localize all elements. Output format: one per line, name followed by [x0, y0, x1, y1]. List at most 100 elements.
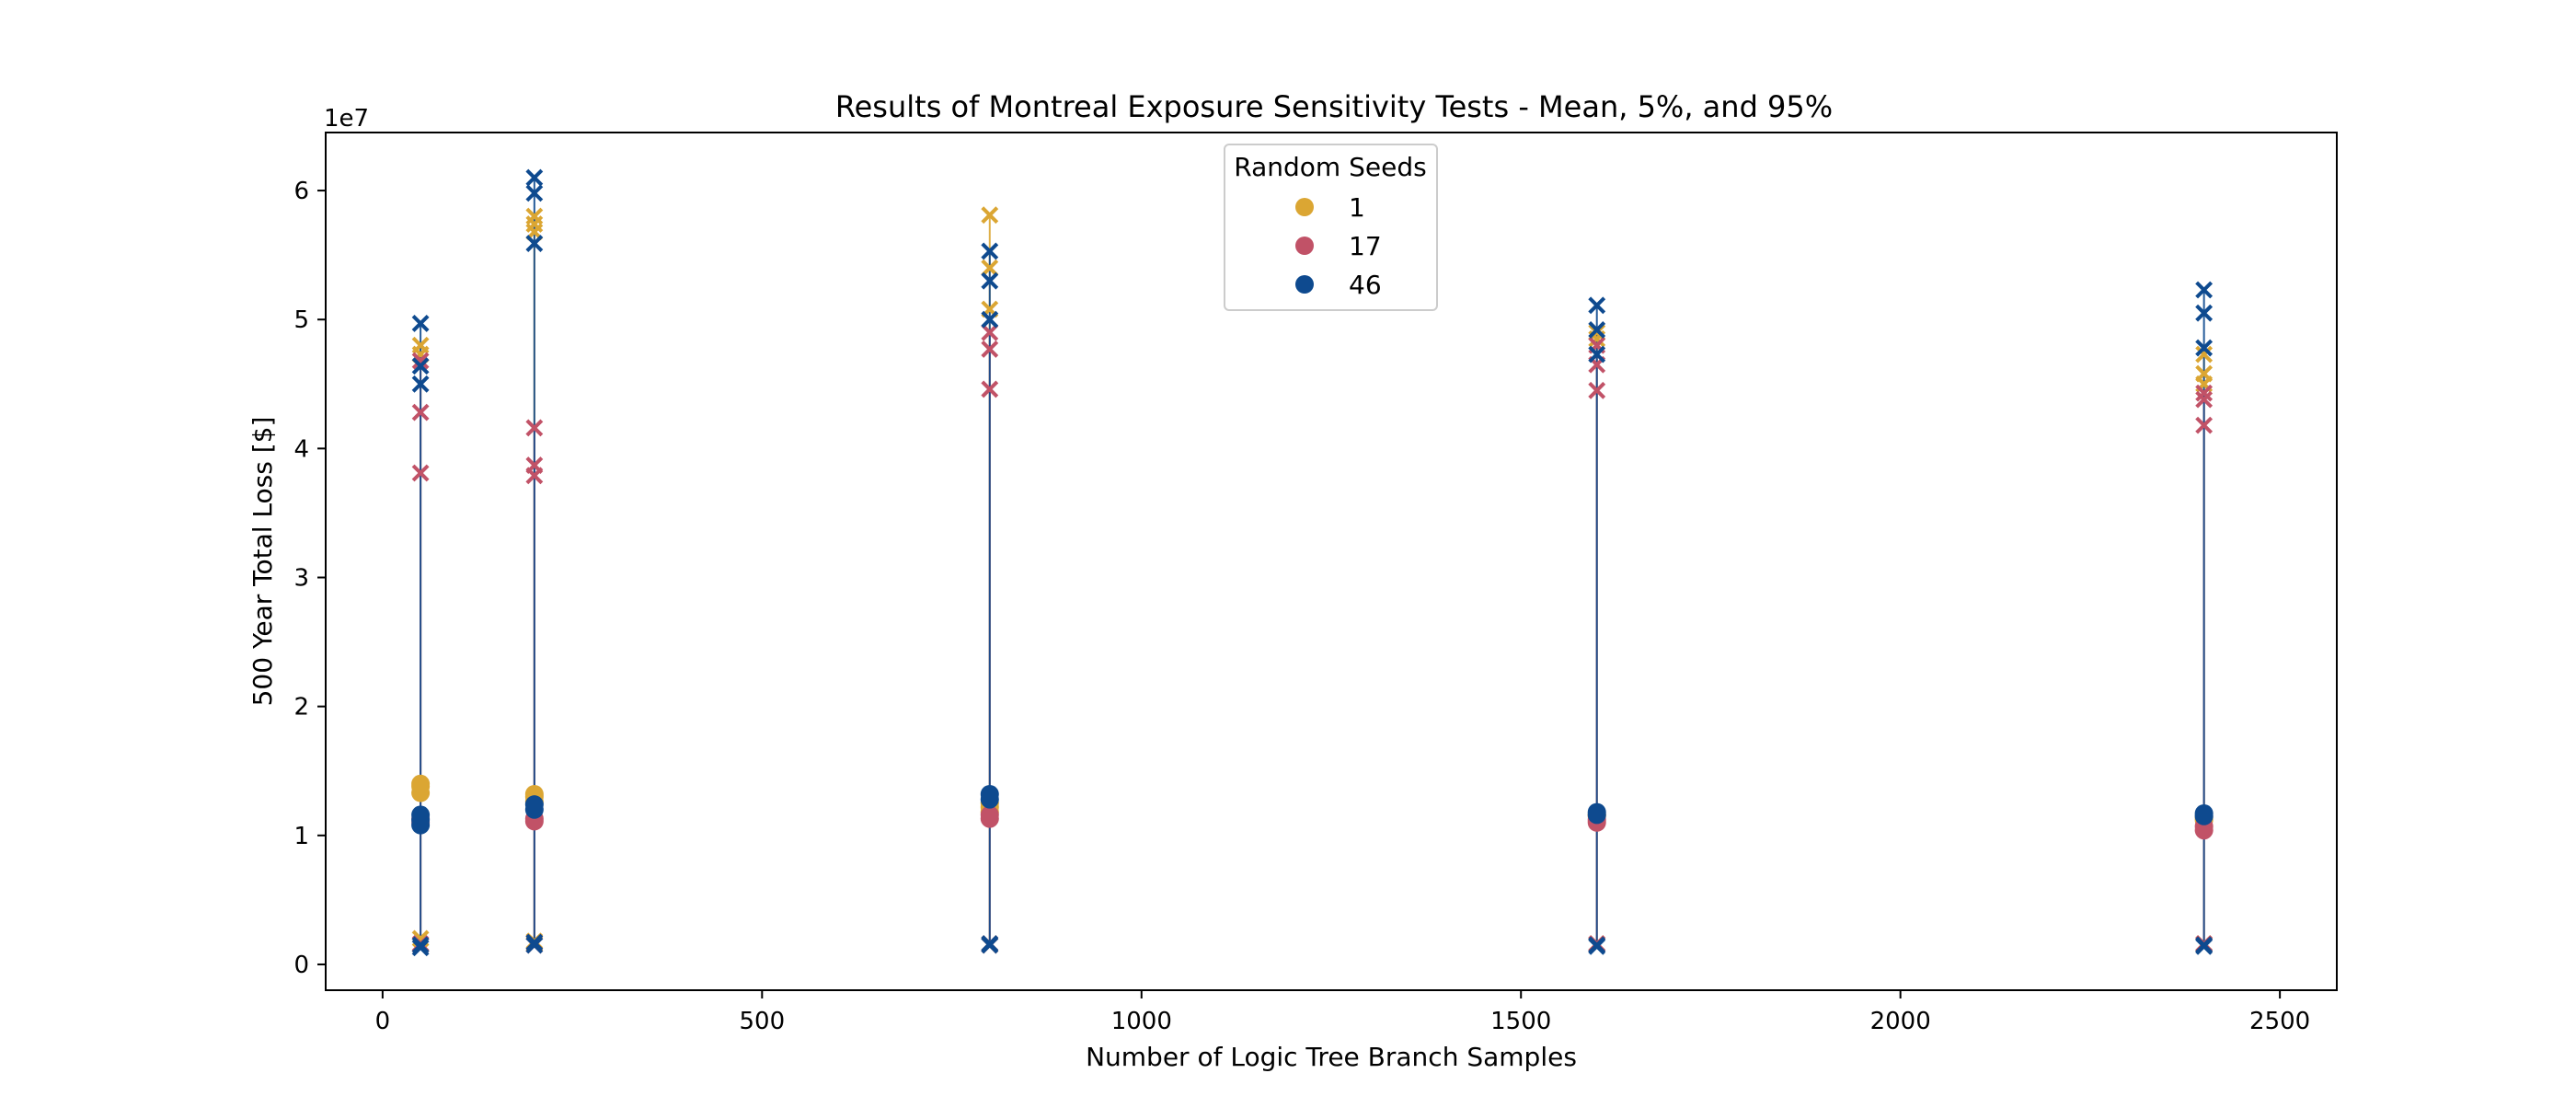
x-tick-label: 2000 — [1870, 1008, 1931, 1035]
p95-marker-seed-46 — [2195, 339, 2214, 357]
p5-marker-seed-46 — [2195, 937, 2214, 955]
p95-marker-seed-46 — [981, 242, 999, 260]
p95-marker-seed-17-stroke-b — [525, 456, 544, 475]
p95-marker-seed-46 — [525, 184, 544, 202]
mean-marker-seed-17 — [980, 805, 999, 825]
p95-marker-seed-17 — [2195, 384, 2214, 402]
y-offset-label: 1e7 — [324, 105, 369, 133]
p5-marker-seed-46 — [1588, 937, 1606, 955]
legend: Random Seeds 1 17 46 — [1224, 144, 1438, 311]
p5-marker-seed-46-stroke-b — [525, 933, 544, 952]
mean-marker-seed-46 — [524, 795, 544, 814]
p95-marker-seed-46-stroke-b — [411, 315, 430, 332]
mean-marker-seed-46 — [2194, 803, 2214, 823]
p95-marker-seed-17 — [981, 340, 999, 358]
p95-marker-seed-17 — [1588, 381, 1606, 399]
x-tick-label: 1000 — [1111, 1008, 1172, 1035]
mean-marker-seed-46 — [1587, 802, 1606, 822]
p95-marker-seed-17-stroke-b — [525, 419, 544, 437]
p95-marker-seed-1 — [981, 259, 999, 277]
chart-title: Results of Montreal Exposure Sensitivity… — [835, 89, 1833, 124]
p95-marker-seed-46-stroke-b — [981, 310, 999, 329]
p95-marker-seed-17-stroke-b — [2195, 416, 2214, 434]
p95-marker-seed-17 — [411, 352, 430, 370]
p95-marker-seed-46-stroke-b — [1588, 345, 1606, 364]
p95-marker-seed-46 — [1588, 321, 1606, 339]
p95-marker-seed-46-stroke-b — [411, 375, 430, 393]
p95-marker-seed-46-stroke-b — [525, 184, 544, 202]
p5-marker-seed-46-stroke-b — [2195, 937, 2214, 955]
p95-marker-seed-46-stroke-b — [981, 242, 999, 260]
y-tick-label: 3 — [293, 565, 309, 593]
p95-marker-seed-46-stroke-b — [2195, 281, 2214, 299]
p95-marker-seed-46-stroke-b — [411, 357, 430, 375]
y-tick-label: 1 — [293, 823, 309, 850]
y-axis-label: 500 Year Total Loss [$] — [247, 417, 278, 707]
p95-marker-seed-46 — [1588, 345, 1606, 364]
p95-marker-seed-1 — [2195, 364, 2214, 383]
p5-marker-seed-46 — [525, 933, 544, 952]
y-tick-label: 0 — [293, 952, 309, 979]
p5-marker-seed-46 — [981, 935, 999, 952]
p95-marker-seed-46-stroke-b — [2195, 304, 2214, 322]
mean-marker-seed-1 — [411, 774, 431, 793]
p95-marker-seed-1 — [981, 206, 999, 225]
plot-area — [411, 168, 2214, 957]
y-tick-label: 5 — [293, 306, 309, 334]
p95-marker-seed-17-stroke-b — [1588, 381, 1606, 399]
p95-marker-seed-46 — [981, 271, 999, 290]
p95-marker-seed-17 — [411, 464, 430, 482]
legend-marker-seed-46 — [1295, 275, 1314, 294]
p95-marker-seed-46-stroke-b — [1588, 321, 1606, 339]
p95-marker-seed-17-stroke-b — [411, 403, 430, 421]
x-tick-label: 500 — [740, 1008, 786, 1035]
legend-label: 1 — [1349, 192, 1365, 223]
p95-marker-seed-1-stroke-b — [411, 336, 430, 354]
p95-marker-seed-1 — [411, 336, 430, 354]
p95-marker-seed-17 — [2195, 416, 2214, 434]
x-axis: 0 500 1000 1500 2000 2500 — [375, 990, 2310, 1035]
p95-marker-seed-1 — [525, 207, 544, 225]
p95-marker-seed-1-stroke-b — [2195, 364, 2214, 383]
p95-marker-seed-17 — [981, 380, 999, 398]
p95-marker-seed-46-stroke-b — [525, 168, 544, 187]
p5-marker-seed-46-stroke-b — [981, 935, 999, 952]
p95-marker-seed-46 — [981, 310, 999, 329]
y-tick-label: 2 — [293, 694, 309, 721]
x-tick-label: 2500 — [2249, 1008, 2310, 1035]
p95-marker-seed-1-stroke-b — [525, 207, 544, 225]
p95-marker-seed-17-stroke-b — [981, 340, 999, 358]
p95-marker-seed-1-stroke-b — [981, 259, 999, 277]
p95-marker-seed-17 — [2195, 390, 2214, 409]
legend-marker-seed-17 — [1295, 237, 1314, 255]
x-axis-label: Number of Logic Tree Branch Samples — [1086, 1042, 1577, 1072]
mean-marker-seed-46 — [980, 784, 999, 803]
y-tick-label: 6 — [293, 178, 309, 205]
p95-marker-seed-17 — [525, 456, 544, 475]
legend-label: 17 — [1349, 231, 1382, 261]
p95-marker-seed-46 — [411, 375, 430, 393]
x-tick-label: 0 — [375, 1008, 391, 1035]
legend-box — [1224, 144, 1438, 311]
y-tick-label: 4 — [293, 435, 309, 463]
p95-marker-seed-17 — [981, 323, 999, 341]
x-tick-label: 1500 — [1490, 1008, 1551, 1035]
p5-marker-seed-46 — [411, 936, 430, 954]
p95-marker-seed-46 — [411, 357, 430, 375]
p95-marker-seed-1-stroke-b — [981, 206, 999, 225]
legend-entries: 1 17 46 — [1295, 192, 1382, 300]
p95-marker-seed-46 — [411, 315, 430, 332]
p95-marker-seed-46 — [2195, 304, 2214, 322]
legend-marker-seed-1 — [1295, 198, 1314, 216]
p95-marker-seed-17-stroke-b — [981, 380, 999, 398]
p95-marker-seed-46 — [1588, 296, 1606, 315]
p95-marker-seed-17-stroke-b — [981, 323, 999, 341]
p95-marker-seed-17-stroke-b — [2195, 384, 2214, 402]
p95-marker-seed-46-stroke-b — [2195, 339, 2214, 357]
p95-marker-seed-46 — [525, 168, 544, 187]
p95-marker-seed-17-stroke-b — [411, 464, 430, 482]
p95-marker-seed-1-stroke-b — [2195, 345, 2214, 364]
legend-label: 46 — [1349, 270, 1382, 300]
mean-marker-seed-46 — [411, 805, 431, 825]
